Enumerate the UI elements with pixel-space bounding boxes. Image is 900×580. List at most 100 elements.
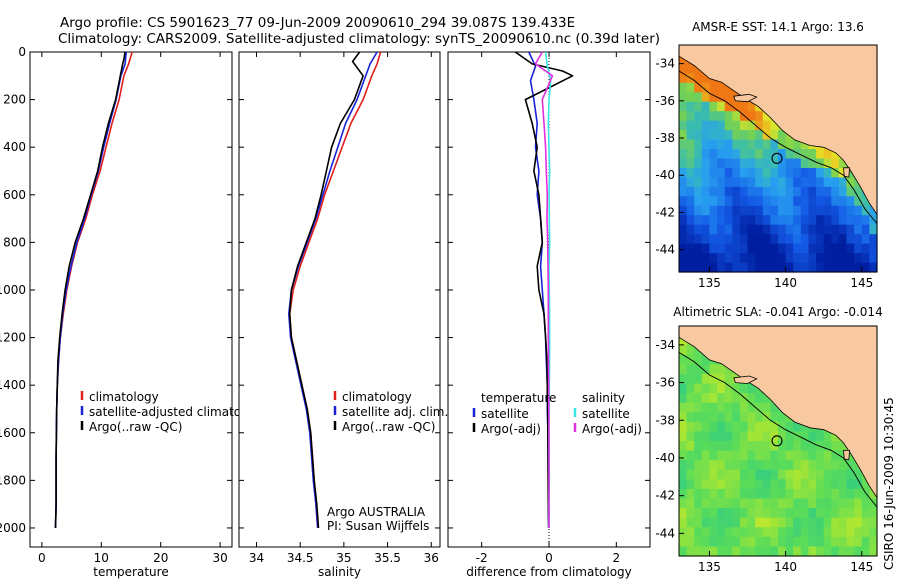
map-cell	[755, 234, 764, 245]
map-cell	[838, 262, 848, 273]
map-cell	[717, 460, 726, 471]
y-tick-label: -36	[655, 376, 675, 390]
x-tick-label: 10	[94, 551, 109, 565]
map-cell	[732, 498, 741, 509]
map-cell	[762, 120, 771, 131]
map-cell	[778, 196, 787, 207]
map-cell	[701, 508, 710, 519]
map-cell	[861, 546, 870, 557]
map-cell	[717, 130, 726, 141]
map-cell	[724, 460, 733, 471]
map-cell	[793, 421, 802, 432]
map-cell	[717, 253, 726, 264]
map-cell	[854, 508, 863, 519]
map-cell	[739, 479, 749, 490]
map-cell	[762, 205, 771, 216]
legend-label: Argo(-adj)	[582, 422, 642, 436]
map-cell	[854, 224, 863, 235]
map-cell	[808, 527, 817, 538]
map-cell	[785, 508, 794, 519]
map-cell	[762, 536, 771, 547]
map-cell	[831, 196, 840, 207]
map-cell	[869, 508, 878, 519]
map-cell	[785, 234, 794, 245]
map-cell	[861, 488, 870, 500]
map-cell	[762, 469, 771, 480]
map-cell	[709, 498, 718, 509]
map-cell	[861, 243, 870, 254]
map-cell	[732, 412, 741, 423]
map-cell	[709, 488, 718, 500]
map-cell	[778, 479, 787, 490]
legend-label: Argo(..raw -QC)	[89, 420, 182, 434]
map-cell	[694, 517, 703, 528]
map-cell	[861, 262, 870, 273]
y-tick-label: -42	[655, 205, 675, 219]
map-cell	[701, 92, 710, 103]
map-cell	[770, 517, 779, 528]
map-cell	[732, 517, 741, 528]
map-cell	[762, 421, 771, 432]
x-tick-label: 0	[545, 551, 553, 565]
map-cell	[694, 536, 703, 547]
map-cell	[762, 196, 771, 207]
map-cell	[694, 546, 703, 557]
map-cell	[808, 479, 817, 490]
y-tick-label: -42	[655, 489, 675, 503]
y-tick-label: 800	[3, 235, 26, 249]
map-cell	[816, 460, 825, 471]
map-cell	[793, 262, 802, 273]
map-cell	[747, 101, 756, 112]
map-cell	[793, 215, 802, 226]
map-cell	[717, 412, 726, 423]
map-cell	[686, 158, 695, 169]
map-cell	[869, 234, 878, 245]
map-cell	[770, 262, 779, 273]
map-cell	[770, 488, 779, 500]
map-cell	[686, 120, 695, 131]
map-cell	[724, 82, 733, 93]
map-cell	[724, 215, 733, 226]
map-cell	[732, 262, 741, 273]
map-cell	[770, 196, 779, 207]
map-cell	[724, 527, 733, 538]
map-cell	[686, 373, 695, 385]
map-cell	[694, 364, 703, 375]
x-axis-label: temperature	[93, 565, 168, 579]
y-tick-label: 600	[3, 188, 26, 202]
map-cell	[709, 393, 718, 404]
map-cell	[694, 149, 703, 160]
map-cell	[686, 345, 695, 356]
map-cell	[701, 460, 710, 471]
map-cell	[808, 450, 817, 461]
map-cell	[701, 215, 710, 226]
map-cell	[686, 139, 695, 150]
map-cell	[762, 508, 771, 519]
map-cell	[823, 158, 832, 169]
map-cell	[755, 196, 764, 207]
map-cell	[846, 508, 855, 519]
map-cell	[793, 431, 802, 442]
map-cell	[762, 517, 771, 528]
map-cell	[679, 354, 688, 365]
map-cell	[701, 517, 710, 528]
map-cell	[800, 517, 809, 528]
map-cell	[709, 383, 718, 394]
map-cell	[831, 488, 840, 500]
map-cell	[686, 262, 695, 273]
map-cell	[785, 517, 794, 528]
map-cell	[762, 527, 771, 538]
map-cell	[785, 243, 794, 254]
map-cell	[732, 130, 741, 141]
map-cell	[717, 243, 726, 254]
map-cell	[846, 186, 855, 197]
map-cell	[823, 253, 832, 264]
map-cell	[701, 546, 710, 557]
map-cell	[694, 450, 703, 461]
map-cell	[838, 517, 848, 528]
map-cell	[694, 469, 703, 480]
map-cell	[686, 215, 695, 226]
map-cell	[717, 527, 726, 538]
map-cell	[808, 243, 817, 254]
map-cell	[686, 186, 695, 197]
